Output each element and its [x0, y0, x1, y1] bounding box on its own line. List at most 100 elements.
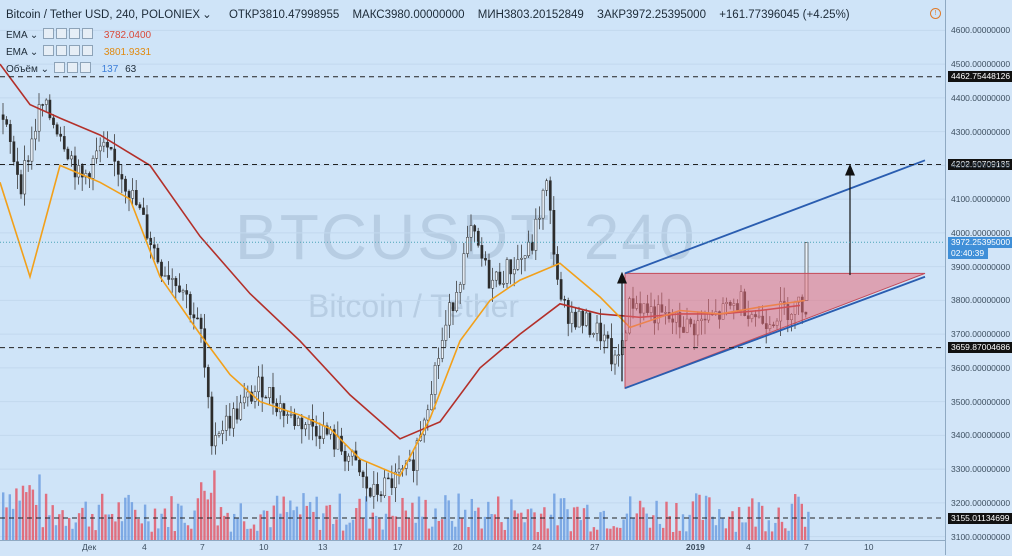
volume-bar	[193, 510, 196, 540]
y-tick-label: 4600.00000000	[951, 25, 1011, 36]
candle-body	[412, 459, 415, 471]
candle-body	[368, 487, 372, 497]
candle-body	[59, 133, 63, 137]
more-icon[interactable]	[82, 28, 94, 39]
settings-icon[interactable]	[56, 28, 68, 39]
indicator-ema-1[interactable]: EMA ⌄ 3782.0400	[6, 28, 152, 41]
candle-body	[217, 433, 221, 436]
candle-body	[545, 180, 549, 191]
eye-icon[interactable]	[43, 45, 55, 56]
candle-body	[160, 261, 163, 277]
close-icon[interactable]	[79, 62, 91, 73]
volume-bar	[302, 493, 305, 540]
candle-body	[257, 376, 261, 393]
candle-body	[131, 190, 135, 199]
volume-bar	[269, 527, 272, 540]
candle-body	[210, 396, 214, 447]
price-axis[interactable]	[945, 0, 1012, 555]
candle-body	[426, 409, 430, 421]
candle-body	[340, 435, 343, 452]
volume-bar	[41, 527, 44, 540]
y-tick-label: 4300.00000000	[951, 126, 1011, 137]
volume-bar	[652, 515, 655, 540]
y-tick-label: 3100.00000000	[951, 531, 1011, 542]
volume-bar	[774, 522, 777, 540]
volume-bar	[695, 493, 698, 540]
volume-bar	[48, 515, 51, 540]
volume-bar	[28, 485, 31, 540]
volume-bar	[807, 511, 810, 540]
candle-body	[523, 255, 527, 259]
candle-body	[592, 333, 595, 335]
candle-body	[170, 278, 174, 280]
candle-body	[376, 484, 379, 495]
settings-icon[interactable]: !	[930, 8, 941, 19]
candle-body	[214, 435, 217, 447]
candle-body	[138, 204, 142, 209]
candle-body	[343, 450, 347, 462]
volume-bar	[424, 499, 427, 540]
volume-bar	[592, 527, 596, 540]
y-tick-label: 3500.00000000	[951, 396, 1011, 407]
volume-bar	[678, 530, 681, 540]
volume-bar	[249, 528, 252, 540]
candle-body	[232, 408, 235, 429]
volume-bar	[572, 507, 576, 540]
symbol-title[interactable]: Bitcoin / Tether USD, 240, POLONIEX	[6, 9, 201, 21]
candle-body	[466, 237, 469, 254]
volume-bar	[780, 521, 784, 540]
time-axis[interactable]	[0, 540, 945, 556]
candle-body	[296, 417, 300, 426]
volume-bar	[589, 531, 592, 540]
y-tick-label: 3300.00000000	[951, 464, 1011, 475]
volume-bar	[724, 528, 728, 540]
candle-body	[102, 141, 106, 147]
chart-header: Bitcoin / Tether USD, 240, POLONIEX ⌄ ОТК…	[6, 7, 860, 21]
candle-body	[145, 214, 149, 239]
volume-bar	[173, 531, 176, 540]
volume-bar	[35, 504, 38, 540]
volume-bar	[622, 519, 625, 540]
eye-icon[interactable]	[43, 28, 55, 39]
volume-bar	[635, 513, 638, 540]
candle-body	[314, 426, 318, 437]
volume-bar	[427, 528, 431, 540]
candle-body	[577, 310, 581, 328]
candle-body	[199, 317, 203, 329]
candle-body	[358, 459, 361, 473]
chevron-down-icon[interactable]: ⌄	[202, 9, 212, 21]
settings-icon[interactable]	[56, 45, 68, 56]
close-icon[interactable]	[69, 45, 81, 56]
last-price-label: 3972.25395000	[948, 236, 1012, 248]
volume-bar	[655, 500, 658, 540]
candle-body	[149, 237, 153, 246]
candle-body	[196, 317, 199, 320]
candle-body	[221, 430, 225, 434]
volume-bar	[464, 509, 467, 540]
volume-bar	[368, 528, 371, 540]
candle-body	[538, 217, 541, 220]
candle-body	[397, 468, 401, 473]
volume-bar	[150, 531, 153, 540]
settings-icon[interactable]	[66, 62, 78, 73]
close-icon[interactable]	[69, 28, 81, 39]
volume-bar	[272, 505, 275, 540]
volume-bar	[619, 527, 622, 540]
more-icon[interactable]	[82, 45, 94, 56]
candle-body	[30, 138, 34, 162]
candle-body	[509, 259, 513, 275]
candle-body	[242, 396, 246, 404]
volume-bar	[325, 505, 328, 540]
indicator-ema-2[interactable]: EMA ⌄ 3801.9331	[6, 45, 152, 58]
volume-bar	[602, 510, 605, 540]
volume-bar	[797, 496, 800, 540]
candle-body	[142, 207, 145, 215]
indicator-volume[interactable]: Объём ⌄ 137 63	[6, 62, 137, 75]
candle-body	[224, 415, 228, 431]
eye-icon[interactable]	[53, 62, 65, 73]
volume-bar	[242, 521, 246, 540]
volume-bar	[586, 504, 589, 540]
candle-body	[365, 476, 369, 489]
volume-bar	[569, 531, 572, 540]
candle-body	[498, 271, 502, 285]
